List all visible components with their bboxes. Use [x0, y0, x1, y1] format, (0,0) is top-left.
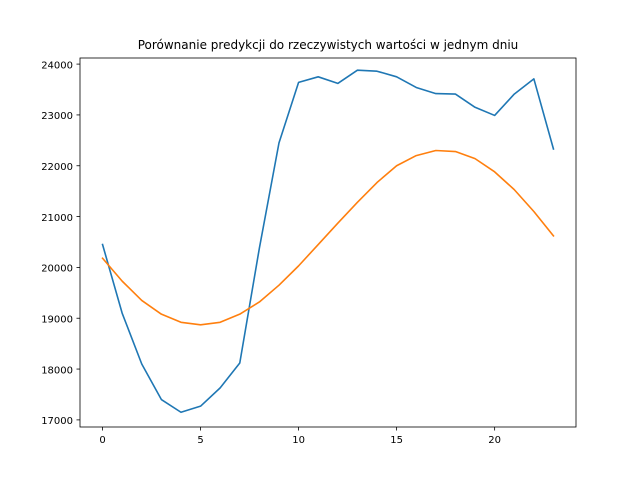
y-tick-label: 24000	[41, 60, 73, 71]
series-line-1	[101, 69, 555, 414]
y-tick-label: 17000	[41, 416, 73, 427]
series-layer	[101, 69, 555, 414]
axes-layer: 0 5 10 15 20 17000 18000 19000 20000 21000 22000 23…	[41, 57, 577, 446]
y-tick-label: 21000	[41, 213, 73, 224]
y-tick-label: 23000	[41, 111, 73, 122]
x-tick-label: 5	[197, 435, 203, 446]
x-tick-label: 15	[390, 435, 403, 446]
chart-title: Porównanie predykcji do rzeczywistych wa…	[138, 38, 519, 52]
y-tick-label: 22000	[41, 162, 73, 173]
plot-frame	[79, 57, 577, 428]
x-tick-label: 10	[292, 435, 305, 446]
x-tick-label: 20	[488, 435, 501, 446]
series-line-2	[101, 149, 555, 326]
y-tick-label: 18000	[41, 365, 73, 376]
y-tick-label: 19000	[41, 315, 73, 326]
y-tick-label: 20000	[41, 264, 73, 275]
x-tick-label: 0	[99, 435, 105, 446]
